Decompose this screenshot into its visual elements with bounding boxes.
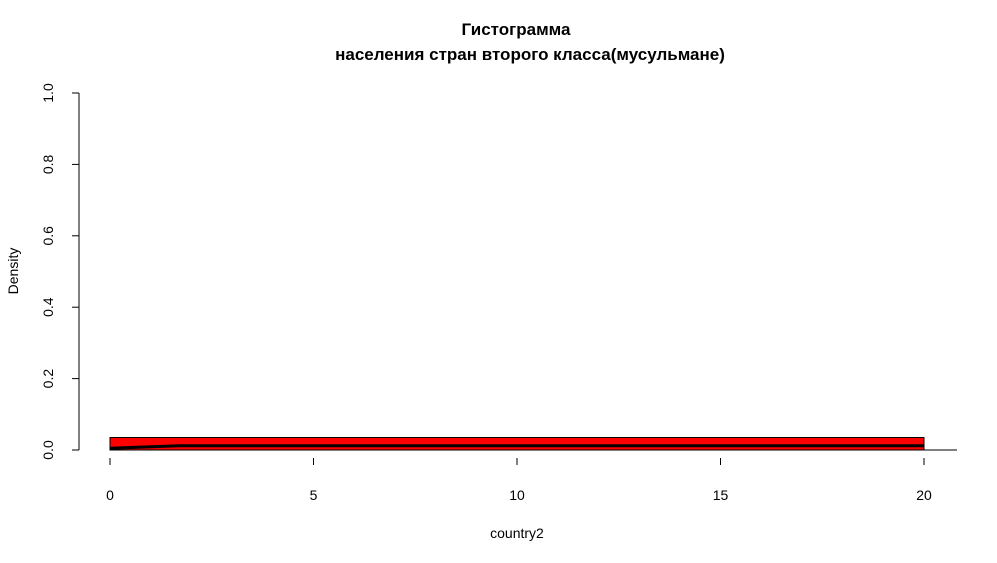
histogram-bars xyxy=(109,437,925,451)
x-tick-label-3: 15 xyxy=(713,487,729,503)
density-line xyxy=(109,444,924,450)
histogram-bar-0 xyxy=(109,437,925,451)
y-axis-label: Density xyxy=(5,248,21,295)
x-axis-label: country2 xyxy=(490,525,544,541)
y-tick-label-0: 0.0 xyxy=(40,440,56,460)
y-tick-label-4: 0.8 xyxy=(40,154,56,174)
x-tick-label-0: 0 xyxy=(106,487,114,503)
y-axis-ticks: 0.0 0.2 0.4 0.6 0.8 1.0 xyxy=(40,83,79,460)
y-tick-label-5: 1.0 xyxy=(40,83,56,103)
density-line-group xyxy=(109,444,924,450)
x-tick-label-1: 5 xyxy=(310,487,318,503)
y-tick-label-3: 0.6 xyxy=(40,226,56,246)
x-tick-label-2: 10 xyxy=(509,487,525,503)
x-tick-label-4: 20 xyxy=(916,487,932,503)
y-tick-label-1: 0.2 xyxy=(40,369,56,389)
x-axis-ticks: 0 5 10 15 20 xyxy=(106,458,932,503)
y-tick-label-2: 0.4 xyxy=(40,297,56,317)
chart-subtitle: населения стран второго класса(мусульман… xyxy=(335,45,725,64)
chart-title: Гистограмма xyxy=(462,20,571,39)
